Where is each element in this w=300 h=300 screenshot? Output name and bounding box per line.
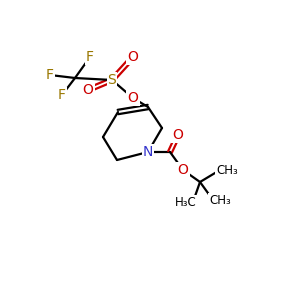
Text: O: O <box>172 128 183 142</box>
Text: H₃C: H₃C <box>175 196 197 208</box>
Text: F: F <box>58 88 66 102</box>
Text: O: O <box>82 83 93 97</box>
Text: CH₃: CH₃ <box>216 164 238 176</box>
Text: F: F <box>86 50 94 64</box>
Text: N: N <box>143 145 153 159</box>
Text: O: O <box>128 91 138 105</box>
Text: S: S <box>108 73 116 87</box>
Text: F: F <box>46 68 54 82</box>
Text: O: O <box>128 50 138 64</box>
Text: CH₃: CH₃ <box>209 194 231 206</box>
Text: O: O <box>178 163 188 177</box>
